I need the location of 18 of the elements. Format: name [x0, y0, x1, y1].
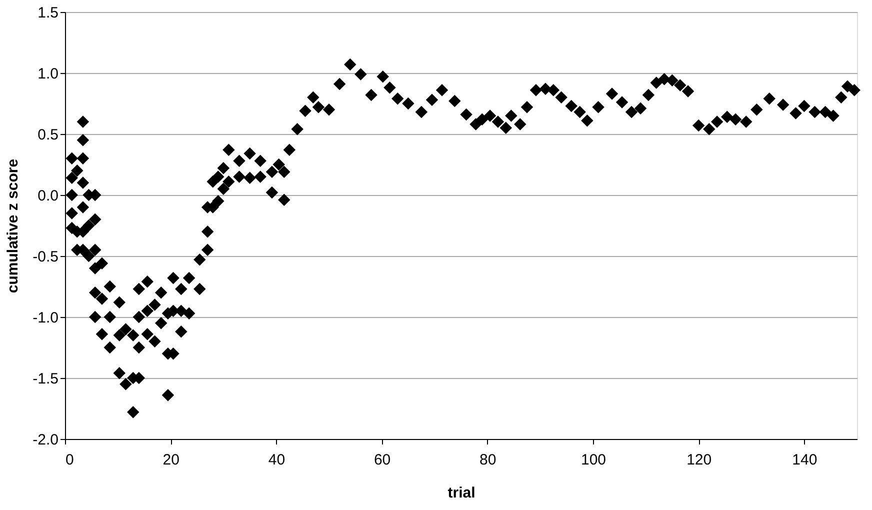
y-axis-title: cumulative z score	[4, 158, 22, 294]
y-tick-label: 0.5	[38, 126, 58, 144]
y-tick-label: -1.0	[32, 310, 58, 326]
x-tick-label: 120	[686, 452, 712, 468]
x-tick-label: 0	[66, 452, 74, 468]
x-tick-label: 60	[374, 452, 391, 468]
y-tick-label: -1.5	[32, 370, 58, 388]
x-tick-label: 40	[268, 452, 286, 468]
x-axis-title: trial	[448, 484, 476, 502]
x-tick-label: 20	[162, 452, 180, 468]
x-tick-label: 100	[580, 452, 606, 468]
x-tick-label: 80	[480, 452, 496, 468]
x-tick-label: 140	[792, 452, 818, 468]
y-tick-label: -2.0	[32, 432, 58, 448]
y-tick-label: -0.5	[32, 248, 58, 266]
y-tick-label: 1.5	[38, 4, 58, 22]
y-tick-label: 0.0	[38, 188, 58, 204]
y-tick-label: 1.0	[38, 66, 58, 82]
